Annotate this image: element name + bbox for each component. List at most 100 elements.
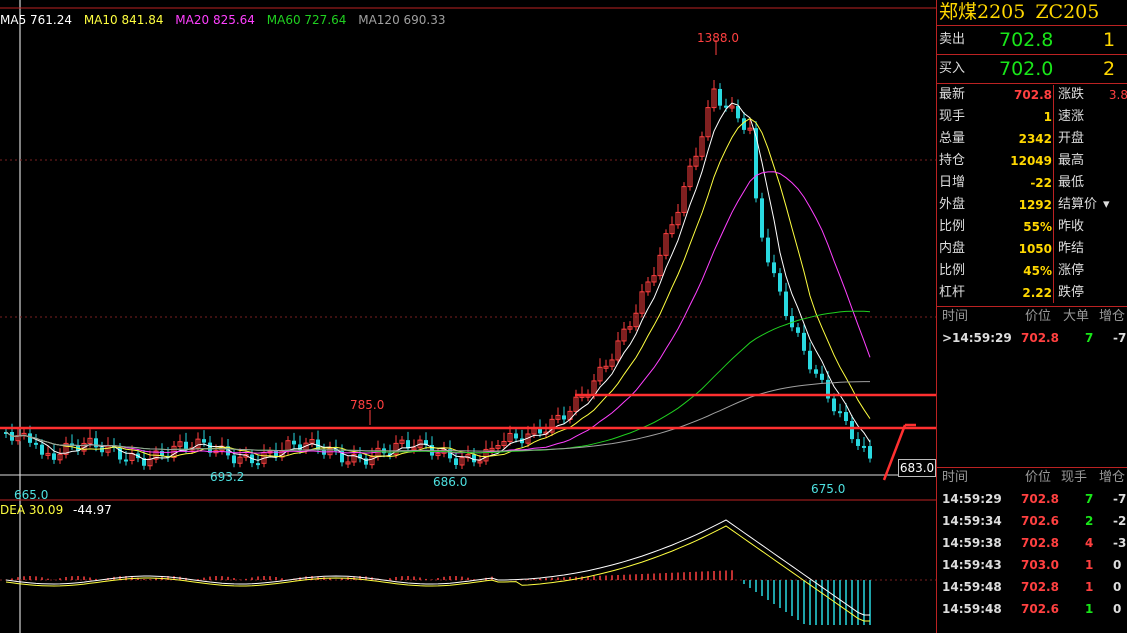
stat-label: 杠杆: [939, 285, 966, 300]
big-order-price-header: 价位: [1025, 309, 1052, 324]
candle-down: [184, 441, 188, 449]
candle-down: [856, 439, 860, 446]
stat-value: 1050: [1018, 242, 1052, 256]
tick-row-time: 14:59:34: [942, 514, 1002, 528]
candle-down: [160, 451, 164, 456]
stat-label: 涨跌: [1058, 87, 1085, 102]
candle-up: [645, 281, 651, 293]
candle-down: [862, 445, 866, 448]
stats-grid: 最新 702.8 涨跌 3.8 现手 1 速涨 总量 2342 开盘 持仓 12049 最高 日增 -22 最…: [937, 84, 1127, 304]
tick-row-price: 702.8: [1021, 580, 1059, 594]
candle-down: [358, 454, 362, 459]
macd-indicator: [5, 519, 871, 625]
candle-up: [345, 461, 351, 465]
big-order-row-vol: 7: [1085, 331, 1094, 345]
big-order-row-time: >14:59:29: [942, 331, 1012, 345]
ma5-legend: MA5 761.24: [0, 13, 72, 27]
tick-row-vol: 7: [1085, 492, 1094, 506]
ask-row[interactable]: 卖出 702.8 1: [937, 26, 1127, 54]
candle-down: [292, 440, 296, 445]
candle-up: [663, 233, 669, 256]
chevron-down-icon[interactable]: ▾: [1103, 197, 1110, 212]
candle-down: [778, 273, 782, 292]
candle-down: [718, 88, 722, 106]
kline-chart-area[interactable]: MA5 761.24 MA10 841.84 MA20 825.64 MA60 …: [0, 0, 936, 633]
big-order-vol-header: 大单: [1063, 309, 1090, 324]
candle-up: [237, 456, 243, 464]
candle-up: [681, 186, 687, 213]
arrow-stroke: [882, 424, 907, 481]
candle-down: [790, 316, 794, 328]
candle-up: [477, 460, 483, 464]
bid-row[interactable]: 买入 702.0 2: [937, 55, 1127, 83]
candle-down: [868, 446, 872, 459]
low-label-3: 686.0: [433, 475, 468, 489]
stat-label: 速涨: [1058, 109, 1085, 124]
ma120-legend: MA120 690.33: [358, 13, 446, 27]
ask-label: 卖出: [939, 32, 966, 47]
candle-up: [45, 452, 51, 456]
candle-up: [627, 326, 633, 330]
high-price-label: 1388.0: [697, 31, 739, 45]
candle-down: [40, 444, 44, 455]
stats-row: 外盘 1292 结算价 ▾: [937, 194, 1127, 216]
tick-row-chg: -7: [1113, 492, 1127, 506]
bid-price: 702.0: [999, 58, 1054, 80]
ma-legend: MA5 761.24 MA10 841.84 MA20 825.64 MA60 …: [0, 13, 454, 27]
stat-value: 55%: [1023, 220, 1052, 234]
candle-down: [538, 427, 542, 434]
stat-label: 最新: [939, 87, 966, 102]
stat-label: 比例: [939, 263, 966, 278]
contract-title: 郑煤2205 ZC205: [937, 0, 1127, 26]
candle-up: [465, 454, 471, 459]
candle-up: [651, 275, 657, 283]
stats-row: 比例 55% 昨收: [937, 216, 1127, 238]
candle-up: [177, 441, 183, 447]
candle-down: [784, 291, 788, 317]
tick-row-vol: 4: [1085, 536, 1094, 550]
candle-up: [597, 366, 603, 382]
candle-down: [100, 447, 104, 453]
candle-up: [87, 437, 93, 444]
tick-row[interactable]: 14:59:29 702.8 7 -7: [937, 488, 1127, 510]
low-label-4: 675.0: [811, 482, 846, 496]
candle-down: [736, 106, 740, 119]
stats-row: 比例 45% 涨停: [937, 260, 1127, 282]
stat-value: 3.8: [1108, 88, 1127, 102]
tick-row-price: 702.8: [1021, 536, 1059, 550]
tick-row[interactable]: 14:59:48 702.8 1 0: [937, 576, 1127, 598]
quote-panel: 郑煤2205 ZC205 卖出 702.8 1 买入 702.0 2 最新 702.…: [936, 0, 1127, 633]
big-order-row[interactable]: >14:59:29 702.8 7 -7: [937, 327, 1127, 349]
stat-label: 最低: [1058, 175, 1085, 190]
candle-up: [573, 396, 579, 412]
candle-down: [388, 453, 392, 456]
candle-down: [232, 455, 236, 464]
candle-down: [298, 444, 302, 451]
grid-lines: [0, 0, 936, 633]
candle-down: [256, 463, 260, 466]
ma20-legend: MA20 825.64: [175, 13, 255, 27]
candle-down: [808, 350, 812, 370]
candle-down: [742, 118, 746, 130]
tick-row-vol: 1: [1085, 558, 1094, 572]
candle-down: [754, 128, 758, 199]
candle-up: [675, 211, 681, 226]
tick-time-header: 时间: [942, 470, 969, 485]
candle-up: [639, 291, 645, 314]
tick-row-price: 702.6: [1021, 602, 1059, 616]
candle-up: [435, 452, 441, 457]
moving-average-lines: [5, 102, 871, 461]
tick-list: 14:59:29 702.8 7 -7 14:59:34 702.6 2 -2 14:59:38…: [937, 488, 1127, 620]
candle-down: [94, 438, 98, 448]
tick-row[interactable]: 14:59:43 703.0 1 0: [937, 554, 1127, 576]
tick-row-time: 14:59:48: [942, 580, 1002, 594]
ask-price: 702.8: [999, 29, 1054, 51]
tick-row[interactable]: 14:59:48 702.6 1 0: [937, 598, 1127, 620]
candle-down: [760, 198, 764, 238]
tick-row[interactable]: 14:59:38 702.8 4 -3: [937, 532, 1127, 554]
tick-row-price: 703.0: [1021, 558, 1059, 572]
tick-row[interactable]: 14:59:34 702.6 2 -2: [937, 510, 1127, 532]
candle-up: [549, 418, 555, 433]
candle-down: [844, 412, 848, 422]
kline-chart[interactable]: [0, 0, 936, 633]
